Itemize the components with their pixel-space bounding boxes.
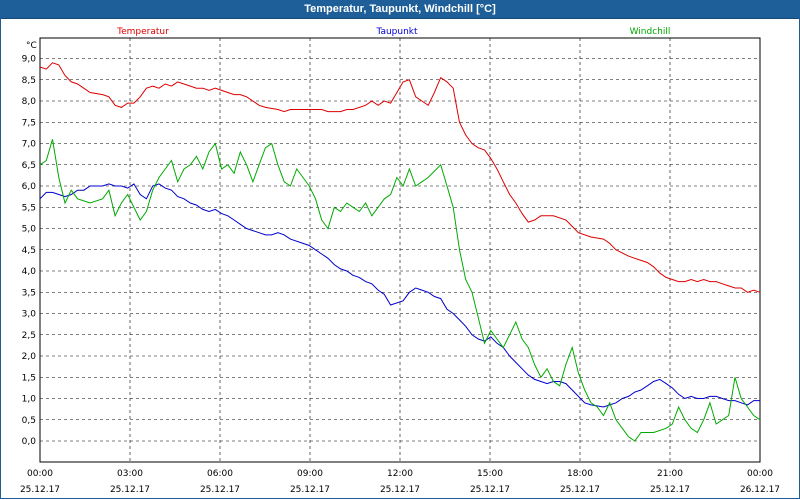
chart-title-bar: Temperatur, Taupunkt, Windchill [°C] bbox=[0, 0, 800, 19]
y-tick-label: 0,5 bbox=[22, 416, 36, 426]
y-tick-label: 7,5 bbox=[22, 118, 36, 128]
y-tick-label: 3,5 bbox=[22, 288, 36, 298]
y-tick-label: 0,0 bbox=[22, 437, 37, 447]
x-tick-date-label: 25.12.17 bbox=[20, 485, 60, 495]
series-line-windchill bbox=[39, 139, 761, 442]
x-tick-time-label: 18:00 bbox=[567, 469, 593, 479]
y-tick-label: 3,0 bbox=[22, 310, 37, 320]
y-tick-label: 7,0 bbox=[22, 140, 37, 150]
y-tick-label: 8,0 bbox=[22, 97, 37, 107]
y-tick-label: 5,0 bbox=[22, 225, 37, 235]
x-tick-time-label: 00:00 bbox=[747, 469, 773, 479]
x-tick-date-label: 25.12.17 bbox=[200, 485, 240, 495]
y-tick-label: 6,5 bbox=[22, 161, 36, 171]
legend-item-windchill: Windchill bbox=[630, 27, 671, 37]
axes bbox=[39, 37, 761, 463]
x-tick-date-label: 25.12.17 bbox=[380, 485, 420, 495]
x-tick-time-label: 21:00 bbox=[657, 469, 683, 479]
x-tick-date-label: 25.12.17 bbox=[560, 485, 600, 495]
y-tick-label: 9,0 bbox=[22, 55, 37, 65]
y-tick-label: 4,5 bbox=[22, 246, 36, 256]
series-line-taupunkt bbox=[39, 183, 760, 408]
x-tick-date-label: 25.12.17 bbox=[290, 485, 330, 495]
series-line-temperatur bbox=[39, 62, 761, 293]
x-tick-time-label: 06:00 bbox=[207, 469, 233, 479]
legend-item-taupunkt: Taupunkt bbox=[375, 27, 418, 37]
x-tick-date-label: 25.12.17 bbox=[110, 485, 150, 495]
y-axis-unit-label: °C bbox=[26, 41, 37, 51]
plot-area-border bbox=[39, 37, 761, 463]
x-tick-time-label: 09:00 bbox=[297, 469, 323, 479]
x-tick-date-label: 26.12.17 bbox=[740, 485, 780, 495]
grid-lines bbox=[40, 38, 760, 462]
x-tick-date-label: 25.12.17 bbox=[650, 485, 690, 495]
y-tick-label: 1,0 bbox=[22, 395, 37, 405]
y-tick-label: 8,5 bbox=[22, 76, 36, 86]
y-tick-label: 2,5 bbox=[22, 331, 36, 341]
y-tick-label: 1,5 bbox=[22, 373, 36, 383]
x-tick-time-label: 12:00 bbox=[387, 469, 413, 479]
x-tick-time-label: 03:00 bbox=[117, 469, 143, 479]
y-tick-label: 5,5 bbox=[22, 203, 36, 213]
series-lines bbox=[39, 62, 761, 442]
y-axis-tick-labels: 9,0 8,5 8,0 7,5 7,0 6,5 6,0 5,5 5,0 4,5 4,0 3,5 3,0 2… bbox=[22, 55, 37, 448]
chart-title: Temperatur, Taupunkt, Windchill [°C] bbox=[304, 3, 496, 15]
legend: Temperatur Taupunkt Windchill bbox=[116, 27, 670, 37]
y-tick-label: 4,0 bbox=[22, 267, 37, 277]
y-tick-label: 6,0 bbox=[22, 182, 37, 192]
x-axis-tick-labels: 00:00 25.12.17 03:00 25.12.17 06:00 25.12.17 0… bbox=[20, 469, 780, 495]
x-tick-date-label: 25.12.17 bbox=[470, 485, 510, 495]
legend-item-temperatur: Temperatur bbox=[116, 27, 169, 37]
x-tick-time-label: 00:00 bbox=[27, 469, 53, 479]
x-tick-time-label: 15:00 bbox=[477, 469, 503, 479]
y-tick-label: 2,0 bbox=[22, 352, 37, 362]
